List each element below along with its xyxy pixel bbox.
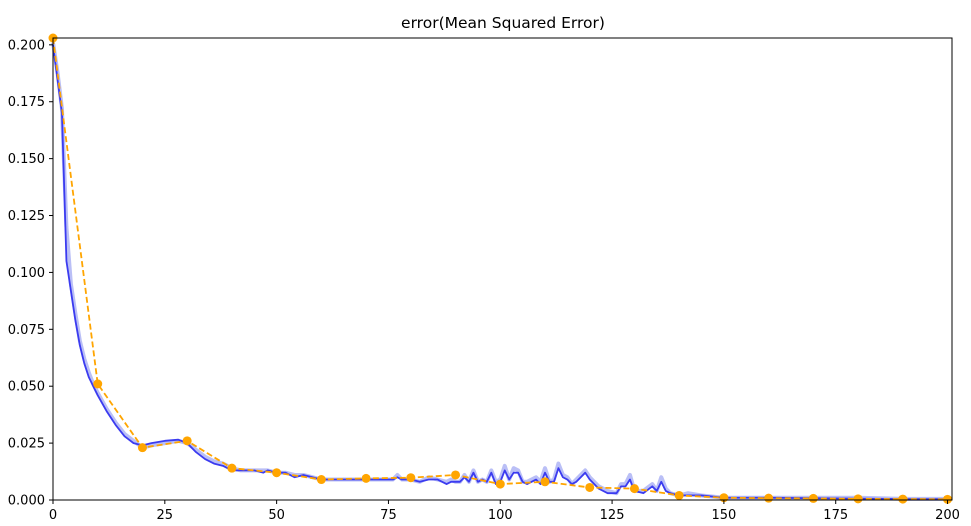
series-marker-point	[227, 463, 237, 473]
y-tick-label: 0.025	[8, 437, 45, 452]
x-tick-label: 75	[380, 508, 397, 523]
y-tick-label: 0.000	[8, 494, 45, 509]
series-layer	[48, 33, 953, 504]
y-tick-label: 0.075	[8, 323, 45, 338]
y-tick-label: 0.125	[8, 209, 45, 224]
x-tick-label: 50	[268, 508, 285, 523]
series-marker-point	[943, 494, 953, 504]
x-tick-label: 175	[823, 508, 848, 523]
x-axis: 0 25 50 75 100 125 150 175 200	[49, 500, 960, 523]
x-tick-label: 200	[935, 508, 960, 523]
series-marker-point	[540, 477, 550, 487]
series-marker-point	[272, 468, 282, 478]
y-tick-label: 0.175	[8, 95, 45, 110]
series-marker-point	[93, 379, 103, 389]
series-marker-point	[316, 475, 326, 485]
y-tick-label: 0.200	[8, 38, 45, 53]
x-tick-label: 0	[49, 508, 57, 523]
series-marker-point	[406, 473, 416, 483]
y-tick-label: 0.050	[8, 380, 45, 395]
series-marker-point	[451, 470, 461, 480]
series-band-line	[51, 42, 948, 501]
y-tick-label: 0.150	[8, 152, 45, 167]
x-tick-label: 125	[600, 508, 625, 523]
series-marker-point	[674, 490, 684, 500]
x-tick-label: 150	[711, 508, 736, 523]
chart-title: error(Mean Squared Error)	[401, 14, 605, 32]
series-marker-point	[585, 482, 595, 492]
series-marker-point	[361, 473, 371, 483]
series-dashed-line	[52, 37, 948, 501]
plot-frame	[52, 37, 953, 501]
y-axis: 0.000 0.025 0.050 0.075 0.100 0.125 0.150 0.175…	[8, 38, 53, 509]
series-marker-point	[495, 479, 505, 489]
series-marker-point	[898, 494, 908, 504]
x-tick-label: 100	[488, 508, 513, 523]
series-marker-point	[182, 436, 192, 446]
y-tick-label: 0.100	[8, 266, 45, 281]
series-marker-point	[853, 494, 863, 504]
series-marker-point	[808, 493, 818, 503]
series-marker-point	[764, 493, 774, 503]
series-marker-point	[137, 443, 147, 453]
series-marker-point	[629, 484, 639, 494]
series-solid-line	[52, 44, 948, 500]
x-tick-label: 25	[157, 508, 174, 523]
